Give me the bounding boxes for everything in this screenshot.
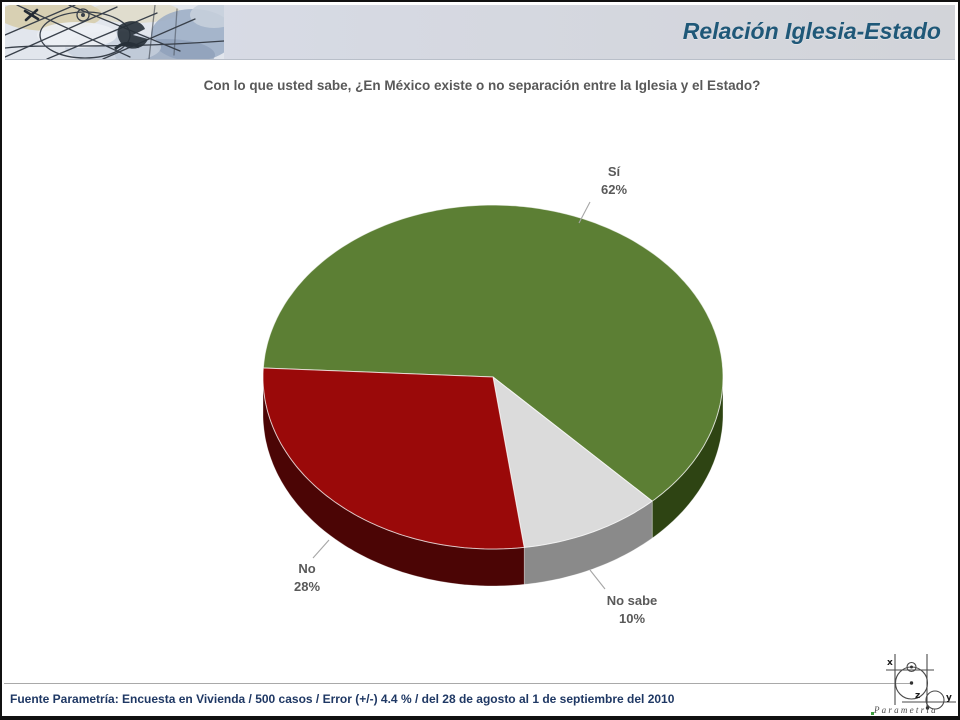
pie-label-no-text: No [298, 561, 316, 576]
leader-line-no-sabe [589, 569, 606, 590]
pie-slice-No [262, 367, 525, 550]
logo-axis-x: x [887, 658, 893, 668]
pie-label-no-sabe-pct: 10% [618, 611, 646, 626]
pie-slice-Sí [262, 204, 724, 502]
logo-brand-text: P a r a m e t r í a [873, 705, 936, 715]
leader-line-no [312, 539, 330, 559]
pie-label-si-text: Sí [607, 164, 621, 179]
pie-label-no: No 28% [252, 560, 362, 596]
logo-green-dot [871, 712, 874, 715]
pie-label-si: Sí 62% [559, 163, 669, 199]
slide-title: Relación Iglesia-Estado [682, 18, 941, 44]
header-bar: Relación Iglesia-Estado [5, 5, 955, 60]
pie-label-no-pct: 28% [293, 579, 321, 594]
logo-small-circle [925, 690, 945, 710]
chart-title: Con lo que usted sabe, ¿En México existe… [203, 78, 761, 93]
pie-slice-No sabe [492, 376, 653, 548]
footer-divider [4, 683, 910, 684]
logo-axis-z: z [915, 691, 920, 701]
leader-line-si [578, 201, 591, 224]
parametria-logo: x z y P a r a m e t r í a [871, 654, 956, 715]
footer-source: Fuente Parametría: Encuesta en Vivienda … [10, 692, 675, 706]
logo-axis-y: y [946, 693, 952, 703]
logo-compass-circle [906, 661, 917, 673]
pie-label-no-sabe-text: No sabe [606, 593, 658, 608]
header-art-image [5, 5, 224, 59]
pie-label-no-sabe: No sabe 10% [577, 592, 687, 628]
pie-label-si-pct: 62% [600, 182, 628, 197]
header-art-scribble [117, 21, 148, 49]
